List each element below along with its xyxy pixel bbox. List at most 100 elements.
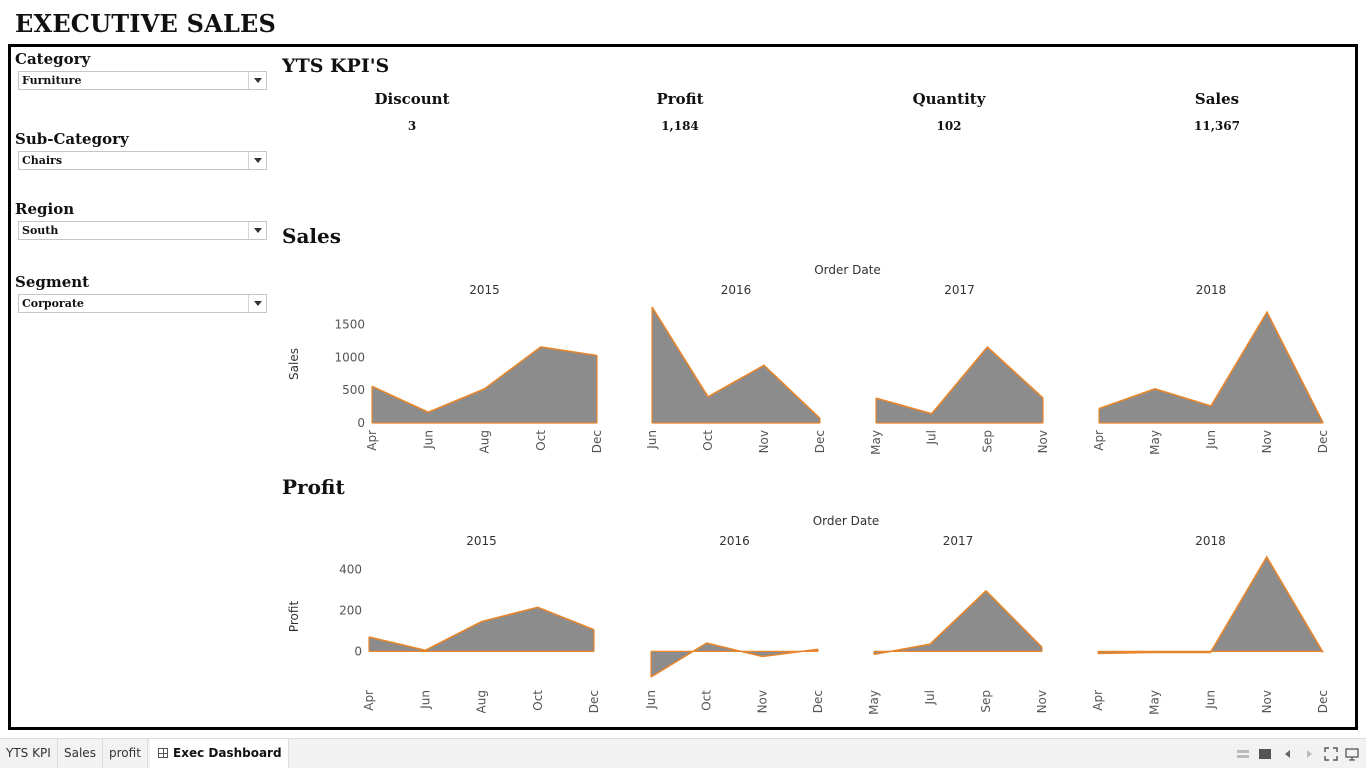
sales-x-tick-label: Nov (1036, 430, 1050, 453)
filter-sub-category-value: Chairs (22, 154, 63, 167)
sales-x-tick-label: Nov (757, 430, 771, 453)
sales-y-axis-title: Sales (287, 348, 301, 380)
chevron-down-icon[interactable] (248, 152, 266, 169)
sales-section-title: Sales (282, 224, 341, 248)
sheet-tab-bar: YTS KPI Sales profit Exec Dashboard (0, 738, 1366, 768)
filter-category-dropdown[interactable]: Furniture (18, 71, 267, 90)
profit-x-tick-label: Apr (362, 690, 376, 711)
profit-line-2017 (873, 589, 1043, 656)
tab-exec-dashboard[interactable]: Exec Dashboard (150, 739, 289, 768)
tab-sales[interactable]: Sales (58, 739, 103, 768)
kpi-label: Profit (656, 90, 704, 108)
profit-area-2018 (1098, 557, 1323, 654)
chevron-down-icon[interactable] (248, 222, 266, 239)
sales-x-tick-label: Jun (1204, 430, 1218, 450)
kpi-label: Quantity (912, 90, 986, 108)
kpi-discount: Discount 3 (312, 90, 512, 133)
sales-x-tick-label: Sep (980, 430, 994, 453)
sales-x-tick-label: May (1148, 430, 1162, 455)
filter-region-label: Region (15, 200, 75, 218)
filter-region-dropdown[interactable]: South (18, 221, 267, 240)
filter-segment-value: Corporate (22, 297, 84, 310)
sales-x-tick-label: Nov (1260, 430, 1274, 453)
profit-x-tick-label: May (867, 690, 881, 715)
profit-x-tick-label: Jun (1204, 690, 1218, 710)
profit-year-header: 2018 (1195, 534, 1226, 548)
profit-line-2016 (650, 642, 819, 678)
profit-x-tick-label: Oct (700, 690, 714, 711)
kpi-section-title: YTS KPI'S (282, 55, 390, 77)
kpi-sales: Sales 11,367 (1117, 90, 1317, 133)
profit-x-tick-label: Nov (1260, 690, 1274, 713)
profit-x-tick-label: Dec (811, 690, 825, 713)
profit-y-tick-label: 400 (339, 562, 362, 576)
profit-x-tick-label: Dec (1316, 690, 1330, 713)
sales-x-tick-label: May (869, 430, 883, 455)
profit-x-tick-label: Sep (979, 690, 993, 713)
profit-x-tick-label: Dec (587, 690, 601, 713)
profit-x-tick-label: Aug (475, 690, 489, 713)
profit-area-2017 (874, 590, 1042, 655)
sales-y-tick-label: 1000 (334, 350, 365, 364)
sales-line-2016 (651, 306, 821, 419)
chevron-down-icon[interactable] (248, 295, 266, 312)
profit-area-2016 (651, 643, 818, 677)
filter-segment-dropdown[interactable]: Corporate (18, 294, 267, 313)
profit-year-header: 2017 (943, 534, 974, 548)
chevron-down-icon[interactable] (248, 72, 266, 89)
filter-category: Category Furniture (15, 50, 267, 90)
sales-x-tick-label: Dec (813, 430, 827, 453)
sales-y-tick-label: 500 (342, 383, 365, 397)
tab-yts-kpi[interactable]: YTS KPI (0, 739, 58, 768)
tab-exec-dashboard-label: Exec Dashboard (173, 746, 282, 760)
sales-year-header: 2015 (469, 283, 500, 297)
sales-y-tick-label: 0 (357, 416, 365, 430)
present-mode-icon[interactable] (1345, 747, 1359, 761)
filter-sub-category: Sub-Category Chairs (15, 130, 267, 170)
sales-profit-area-charts: Order Date Sales 0 500 1000 1500 2015 Apr Jun Aug… (287, 263, 1330, 715)
kpi-profit: Profit 1,184 (580, 90, 780, 133)
profit-area-2015 (369, 607, 594, 652)
dashboard-frame (8, 44, 1358, 730)
device-layout-icon[interactable] (1236, 747, 1250, 761)
dashboard-grid-icon (158, 748, 168, 758)
sales-area-2016 (652, 307, 820, 423)
sales-x-tick-label: Oct (701, 430, 715, 451)
profit-x-tick-label: Nov (1035, 690, 1049, 713)
sales-x-tick-label: Dec (1316, 430, 1330, 453)
kpi-value: 3 (407, 119, 417, 133)
sales-year-header: 2016 (721, 283, 752, 297)
presentation-icon[interactable] (1258, 747, 1272, 761)
filter-sub-category-dropdown[interactable]: Chairs (18, 151, 267, 170)
kpi-value: 11,367 (1194, 119, 1240, 133)
sales-area-2017 (876, 347, 1043, 423)
profit-line-2018 (1097, 555, 1324, 655)
sales-x-tick-label: Jul (925, 430, 939, 445)
profit-y-tick-label: 200 (339, 603, 362, 617)
sales-x-tick-label: Oct (534, 430, 548, 451)
kpi-value: 102 (936, 119, 962, 133)
fullscreen-icon[interactable] (1324, 747, 1338, 761)
tab-profit[interactable]: profit (103, 739, 148, 768)
profit-x-tick-label: Jun (418, 690, 432, 710)
sales-header-label: Order Date (814, 263, 881, 277)
profit-header-label: Order Date (813, 514, 880, 528)
next-icon[interactable] (1302, 747, 1316, 761)
profit-x-tick-label: Apr (1091, 690, 1105, 711)
profit-year-header: 2016 (719, 534, 750, 548)
profit-x-tick-label: Jun (644, 690, 658, 710)
sales-year-header: 2017 (944, 283, 975, 297)
profit-section-title: Profit (282, 475, 345, 499)
filter-region-value: South (22, 224, 59, 237)
profit-year-header: 2015 (466, 534, 497, 548)
kpi-quantity: Quantity 102 (849, 90, 1049, 133)
sales-y-tick-label: 1500 (334, 318, 365, 332)
kpi-label: Discount (374, 90, 450, 108)
previous-icon[interactable] (1281, 747, 1295, 761)
profit-x-tick-label: Nov (755, 690, 769, 713)
sales-x-tick-label: Apr (365, 430, 379, 451)
filter-segment-label: Segment (15, 273, 90, 291)
sales-x-tick-label: Jun (645, 430, 659, 450)
profit-x-tick-label: Jul (923, 690, 937, 705)
sales-x-tick-label: Apr (1092, 430, 1106, 451)
